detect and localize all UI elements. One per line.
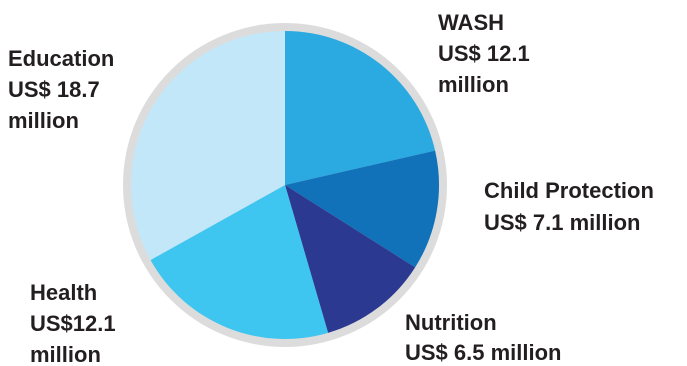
pie-slice-child-protection [285,150,439,268]
label-wash: WASH US$ 12.1 million [438,10,536,97]
label-education-line-2: US$ 18.7 [8,77,100,102]
label-health-line-1: Health [30,280,97,305]
label-nutrition: Nutrition US$ 6.5 million [405,310,562,365]
label-health-line-2: US$12.1 [30,311,116,336]
label-health-line-3: million [30,342,101,366]
label-child-protection: Child Protection US$ 7.1 million [484,178,660,235]
label-education-line-1: Education [8,46,114,71]
label-nutrition-line-1: Nutrition [405,310,497,335]
pie-slice-health [150,185,329,339]
label-child-protection-line-2: US$ 7.1 million [484,210,641,235]
label-health: Health US$12.1 million [30,280,122,366]
label-wash-line-1: WASH [438,10,504,35]
label-wash-line-3: million [438,72,509,97]
label-education-line-3: million [8,108,79,133]
label-education: Education US$ 18.7 million [8,46,120,133]
pie-slice-education [131,31,285,261]
label-wash-line-2: US$ 12.1 [438,41,530,66]
pie-slice-nutrition [285,185,416,333]
label-child-protection-line-1: Child Protection [484,178,654,203]
pie-slice-wash [285,31,436,185]
label-nutrition-line-2: US$ 6.5 million [405,340,562,365]
pie-slices [131,31,439,339]
